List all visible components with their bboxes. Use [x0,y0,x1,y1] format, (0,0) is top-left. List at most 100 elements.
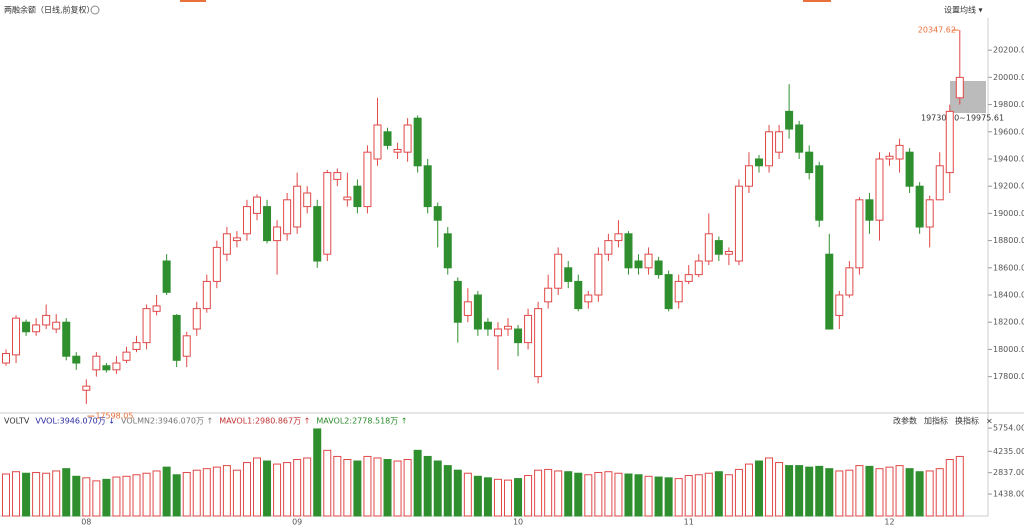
volume-bar [624,473,633,517]
volume-bar [765,457,774,517]
volume-bar [875,468,884,517]
volume-bar [343,458,352,517]
volume-button[interactable]: × [986,417,993,426]
volume-button[interactable]: 改参数 [893,416,917,426]
candle-body [273,226,282,242]
ma-setting[interactable]: 设置均线 ▾ [944,5,983,15]
volume-bar [182,471,191,517]
volume-button[interactable]: 换指标 [955,416,979,426]
volume-bar [82,477,91,517]
candle-body [664,274,673,310]
candle-body [232,237,241,242]
volume-bar [483,477,492,517]
candle-body [724,250,733,255]
candle-body [624,233,633,269]
candle-body [504,325,512,330]
candle-body [694,260,703,276]
candle-body [92,355,101,371]
candle-body [202,280,211,310]
y-tick-label: 19000.0 [993,209,1024,218]
candle-body [353,185,362,208]
volume-bar [945,458,954,517]
candle-body [835,294,844,316]
volume-bar [755,460,763,517]
volume-bar [172,474,181,517]
x-tick-label: 08 [81,518,91,527]
volume-bar [283,462,292,517]
candle-body [654,260,663,276]
volume-bar [504,479,512,517]
v-tick-label: 1438.00 [993,490,1024,499]
volume-bar [303,457,312,517]
settings-icon[interactable] [90,5,100,15]
y-tick-label: 20000.0 [993,73,1024,82]
volume-bar [674,478,683,517]
volume-bar [534,469,543,517]
volume-bar [72,475,81,517]
volume-bar [162,466,171,517]
range-label: 19730.20~19975.61 [921,114,1004,123]
candle-body [795,124,804,153]
volume-bar [654,476,663,517]
volume-bar [443,465,452,517]
candle-body [815,165,824,221]
volume-bar [333,455,342,517]
selection-box [950,81,986,113]
volume-bar [684,475,693,517]
candle-body [885,155,894,160]
volume-bar [192,469,201,517]
volume-bar [92,480,101,517]
candle-body [283,199,292,235]
volume-bar [724,474,733,517]
volume-bar [775,462,784,517]
y-tick-label: 18400.0 [993,291,1024,300]
candle-body [313,206,322,262]
candle-body [242,206,251,235]
volume-bar [614,472,623,517]
volume-bar [232,469,241,517]
volume-bar [493,478,502,517]
high-label: 20347.62 [918,26,956,35]
candle-body [423,165,432,208]
candle-body [112,362,121,371]
candle-body [122,351,131,361]
candle-body [825,253,834,330]
candle-body [383,131,392,146]
volume-bar [12,471,21,517]
candle-body [403,124,412,153]
candle-body [755,158,763,167]
candle-body [674,280,683,303]
volume-bar [785,465,794,517]
volume-bar [744,463,753,517]
candle-body [12,317,21,356]
y-tick-label: 18200.0 [993,318,1024,327]
volume-bar [453,469,462,517]
volume-bar [263,460,272,517]
candle-body [483,321,492,330]
volume-bar [865,465,874,517]
candle-body [182,335,191,357]
volume-bar [905,468,914,517]
candle-body [363,151,372,208]
volume-button[interactable]: 加指标 [924,416,948,426]
candle-body [524,314,533,344]
volume-bar [544,468,553,517]
legend-entry: VOLMN2:3946.070万 ↑ [121,417,213,426]
volume-bar [634,474,643,517]
candle-body [574,280,583,310]
candle-body [263,206,272,242]
candle-body [102,365,111,371]
candle-body [845,267,854,296]
candle-body [534,308,543,378]
volume-bar [253,457,261,517]
candle-body [62,321,71,357]
candle-body [875,158,884,221]
volume-bar [142,472,151,517]
volume-bar [604,471,613,517]
volume-bar [734,468,743,517]
volume-bar [32,471,41,517]
volume-bar [373,457,382,517]
y-tick-label: 18800.0 [993,236,1024,245]
candle-body [2,353,10,364]
